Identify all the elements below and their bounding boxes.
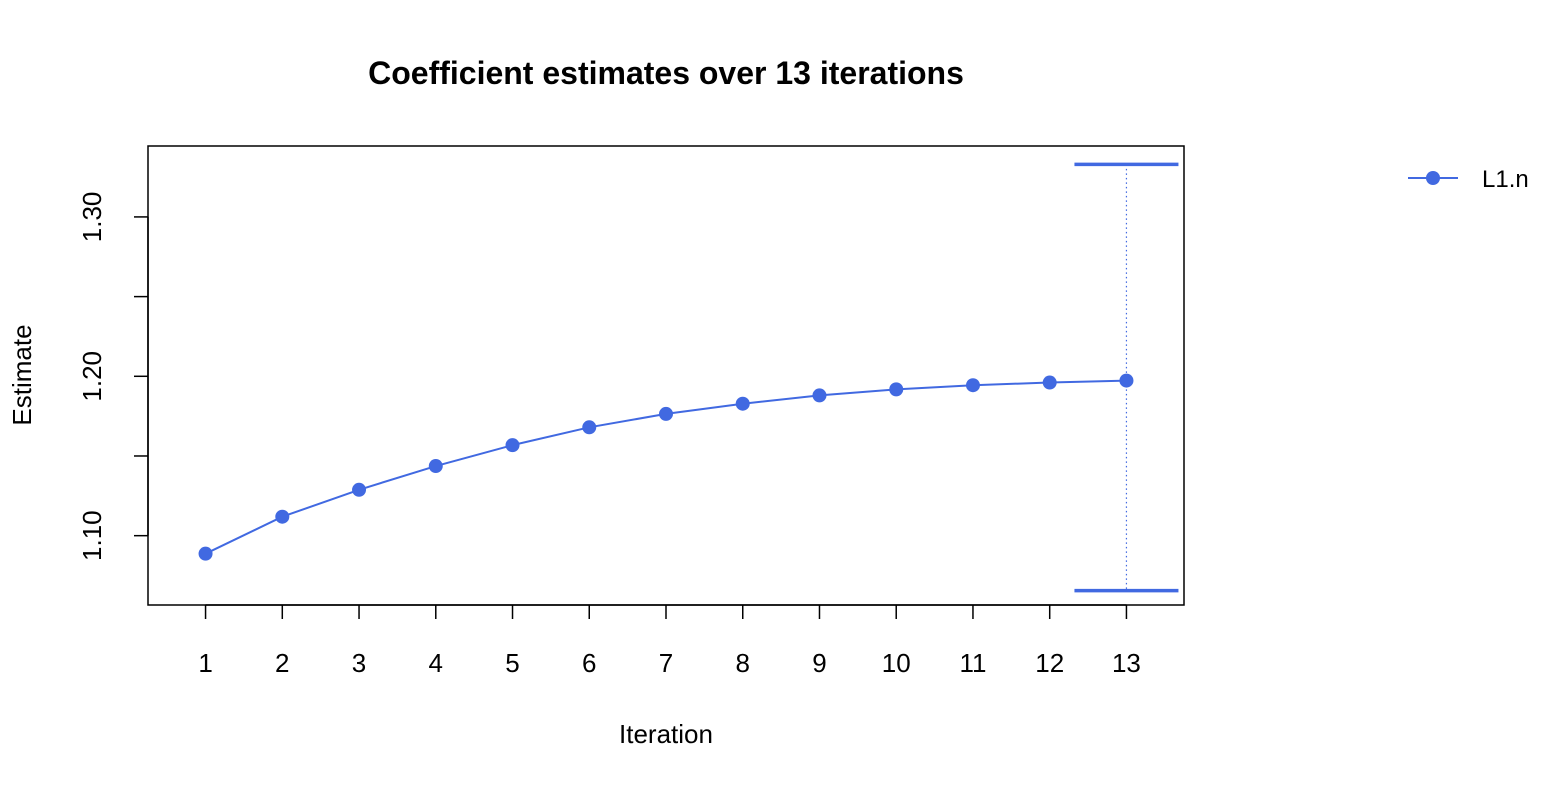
x-tick-label: 1 bbox=[198, 648, 212, 678]
y-tick-label: 1.10 bbox=[77, 510, 107, 561]
legend-marker bbox=[1426, 171, 1440, 185]
y-tick-label: 1.30 bbox=[77, 192, 107, 243]
series-line bbox=[205, 379, 1127, 555]
x-axis-label: Iteration bbox=[619, 719, 713, 749]
data-point bbox=[735, 396, 750, 411]
data-point bbox=[965, 378, 980, 393]
data-point bbox=[889, 382, 904, 397]
data-point bbox=[505, 438, 520, 453]
data-point bbox=[659, 406, 673, 421]
chart-title: Coefficient estimates over 13 iterations bbox=[368, 55, 964, 91]
data-point bbox=[275, 509, 290, 524]
data-point bbox=[198, 546, 213, 561]
x-tick-label: 7 bbox=[659, 648, 673, 678]
series-layer bbox=[198, 373, 1134, 561]
x-tick-label: 3 bbox=[352, 648, 366, 678]
y-axis-label: Estimate bbox=[7, 324, 37, 425]
x-tick-label: 6 bbox=[582, 648, 596, 678]
plot-frame bbox=[147, 145, 1185, 606]
x-tick-label: 12 bbox=[1035, 648, 1064, 678]
data-point bbox=[1042, 375, 1057, 390]
data-point bbox=[352, 482, 367, 497]
y-axis: 1.10 1.20 1.30 bbox=[77, 192, 149, 561]
x-tick-label: 2 bbox=[275, 648, 289, 678]
x-axis: 1 2 3 4 5 6 7 8 9 10 11 12 13 bbox=[198, 604, 1141, 678]
data-point bbox=[812, 388, 827, 403]
data-point bbox=[1119, 373, 1134, 388]
x-tick-label: 13 bbox=[1112, 648, 1141, 678]
x-tick-label: 8 bbox=[736, 648, 750, 678]
x-tick-label: 10 bbox=[882, 648, 911, 678]
y-tick-label: 1.20 bbox=[77, 351, 107, 402]
x-tick-label: 11 bbox=[959, 648, 986, 678]
x-tick-label: 9 bbox=[812, 648, 826, 678]
data-point bbox=[582, 420, 597, 435]
data-point bbox=[428, 459, 443, 474]
x-tick-label: 5 bbox=[505, 648, 519, 678]
legend: L1.n bbox=[1408, 166, 1529, 193]
x-tick-label: 4 bbox=[429, 648, 443, 678]
interval-layer bbox=[1074, 162, 1179, 593]
legend-label: L1.n bbox=[1482, 166, 1529, 193]
